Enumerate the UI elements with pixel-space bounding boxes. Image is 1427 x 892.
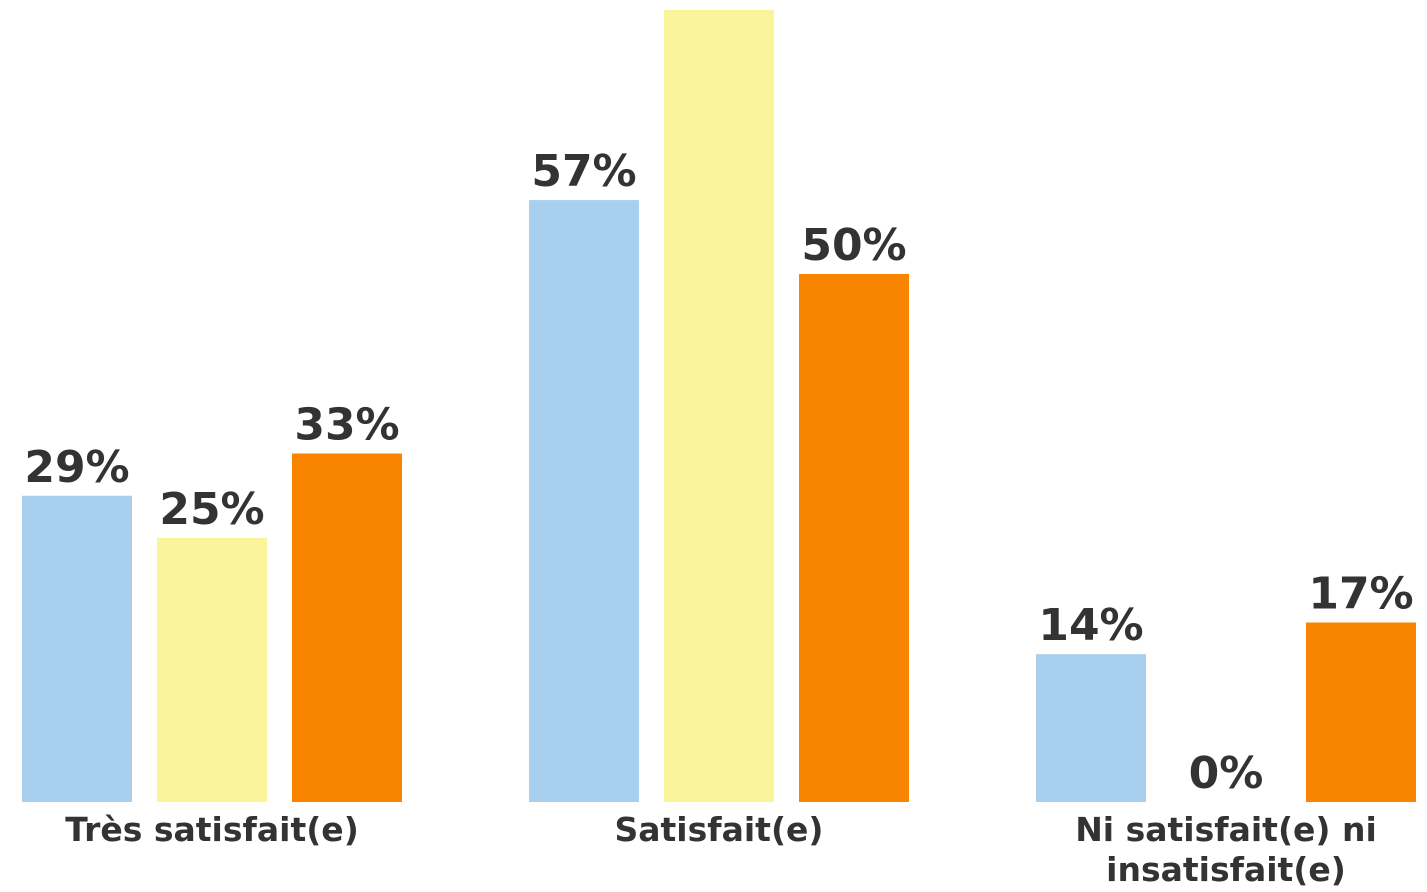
value-label: 75% [666,0,771,7]
category-label: Très satisfait(e) [65,810,359,849]
value-label: 0% [1189,748,1264,799]
value-label: 14% [1038,600,1143,651]
category-label: Satisfait(e) [614,810,824,849]
value-label: 25% [159,484,264,535]
bar [799,274,909,802]
bar [664,10,774,802]
bar [22,495,132,802]
bar [292,453,402,802]
value-label: 33% [294,400,399,451]
value-label: 50% [801,220,906,271]
category-label: Ni satisfait(e) ni insatisfait(e) [1075,810,1377,889]
value-label: 57% [531,146,636,197]
bar [157,538,267,802]
bar [529,200,639,802]
value-label: 29% [24,442,129,493]
bar [1036,654,1146,802]
bar [1306,622,1416,802]
value-label: 17% [1308,568,1413,619]
